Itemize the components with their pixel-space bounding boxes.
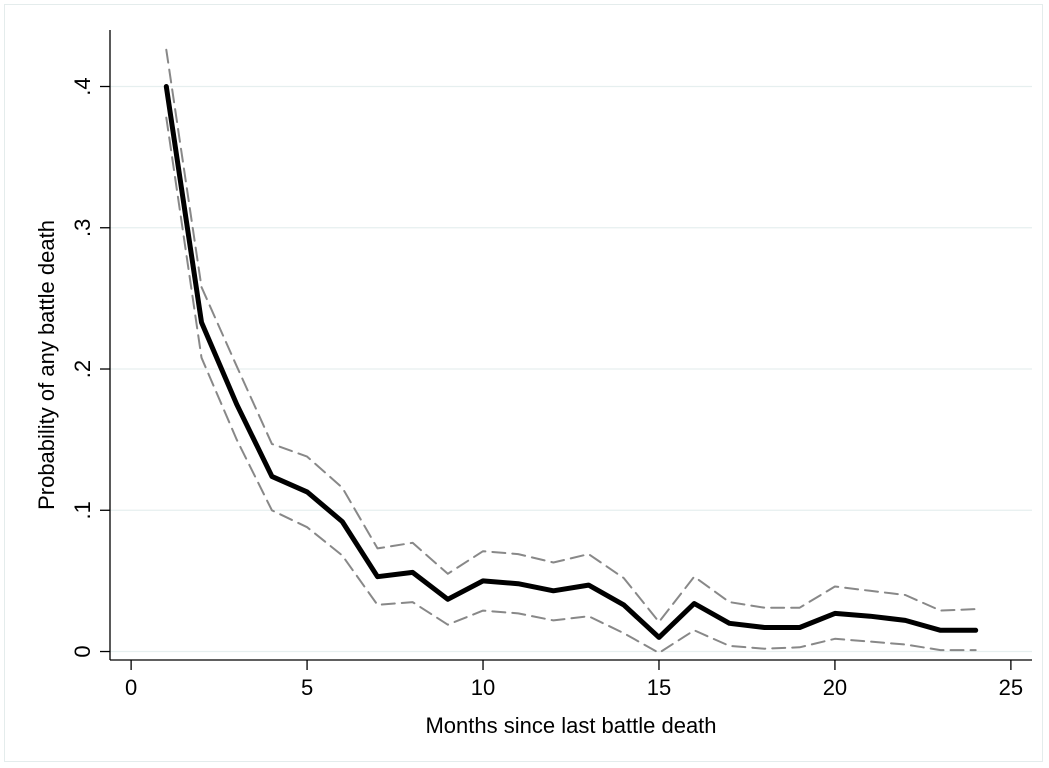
y-axis-label: Probability of any battle death bbox=[34, 220, 59, 510]
y-tick-label: 0 bbox=[70, 645, 95, 657]
y-tick-label: .3 bbox=[70, 219, 95, 237]
y-ticks: 0 .1 .2 .3 .4 bbox=[70, 77, 110, 658]
series-line-lower-bound bbox=[165, 116, 977, 654]
x-tick-label: 15 bbox=[647, 675, 671, 700]
series-line-upper-bound bbox=[165, 48, 977, 623]
x-tick-label: 10 bbox=[471, 675, 495, 700]
x-tick-label: 25 bbox=[999, 675, 1023, 700]
series bbox=[163, 48, 979, 654]
x-tick-label: 20 bbox=[823, 675, 847, 700]
series-line-estimate bbox=[163, 84, 979, 640]
y-tick-label: .4 bbox=[70, 77, 95, 95]
x-ticks: 0 5 10 15 20 25 bbox=[125, 660, 1023, 700]
x-tick-label: 5 bbox=[301, 675, 313, 700]
gridlines bbox=[110, 85, 1032, 653]
axes bbox=[109, 30, 1032, 661]
x-tick-label: 0 bbox=[125, 675, 137, 700]
y-tick-label: .2 bbox=[70, 360, 95, 378]
y-tick-label: .1 bbox=[70, 501, 95, 519]
x-axis-label: Months since last battle death bbox=[425, 713, 716, 738]
